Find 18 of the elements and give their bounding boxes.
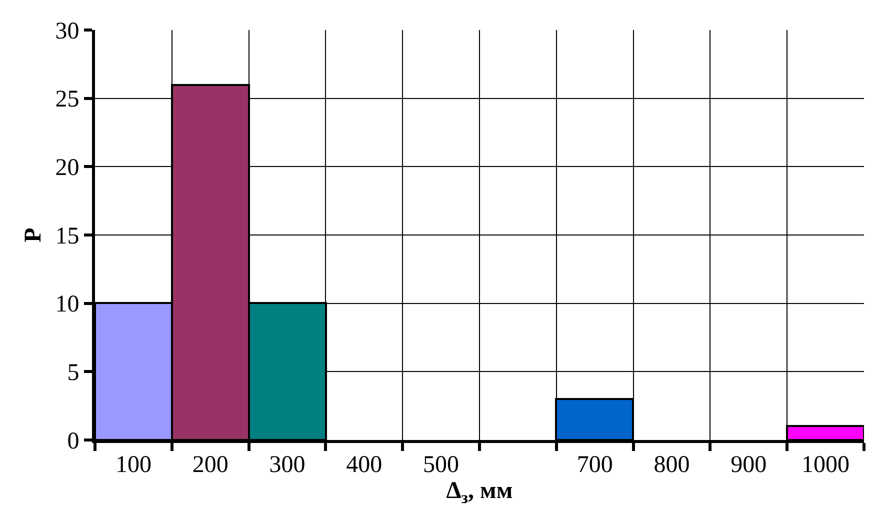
x-tick-label: 200 bbox=[192, 452, 228, 478]
x-tick-label: 300 bbox=[269, 452, 306, 478]
x-tick-label: 900 bbox=[730, 452, 767, 478]
y-axis-title: Р bbox=[20, 228, 46, 242]
y-tick-label: 25 bbox=[55, 86, 80, 113]
y-tick-label: 5 bbox=[67, 360, 80, 386]
y-tick-label: 15 bbox=[55, 223, 80, 250]
y-tick-label: 0 bbox=[67, 428, 80, 454]
y-tick-label: 20 bbox=[55, 155, 80, 182]
x-tick-label: 500 bbox=[423, 452, 460, 478]
y-tick-label: 10 bbox=[55, 292, 80, 318]
x-tick-label: 100 bbox=[115, 452, 152, 478]
x-tick-label: 800 bbox=[654, 452, 690, 478]
x-axis-title: Δ$_{з}$, мм bbox=[446, 478, 513, 507]
x-tick-label: 400 bbox=[346, 452, 382, 478]
y-tick-label: 30 bbox=[55, 18, 80, 44]
x-tick-label: 1000 bbox=[802, 452, 850, 478]
x-tick-label: 700 bbox=[576, 452, 613, 478]
